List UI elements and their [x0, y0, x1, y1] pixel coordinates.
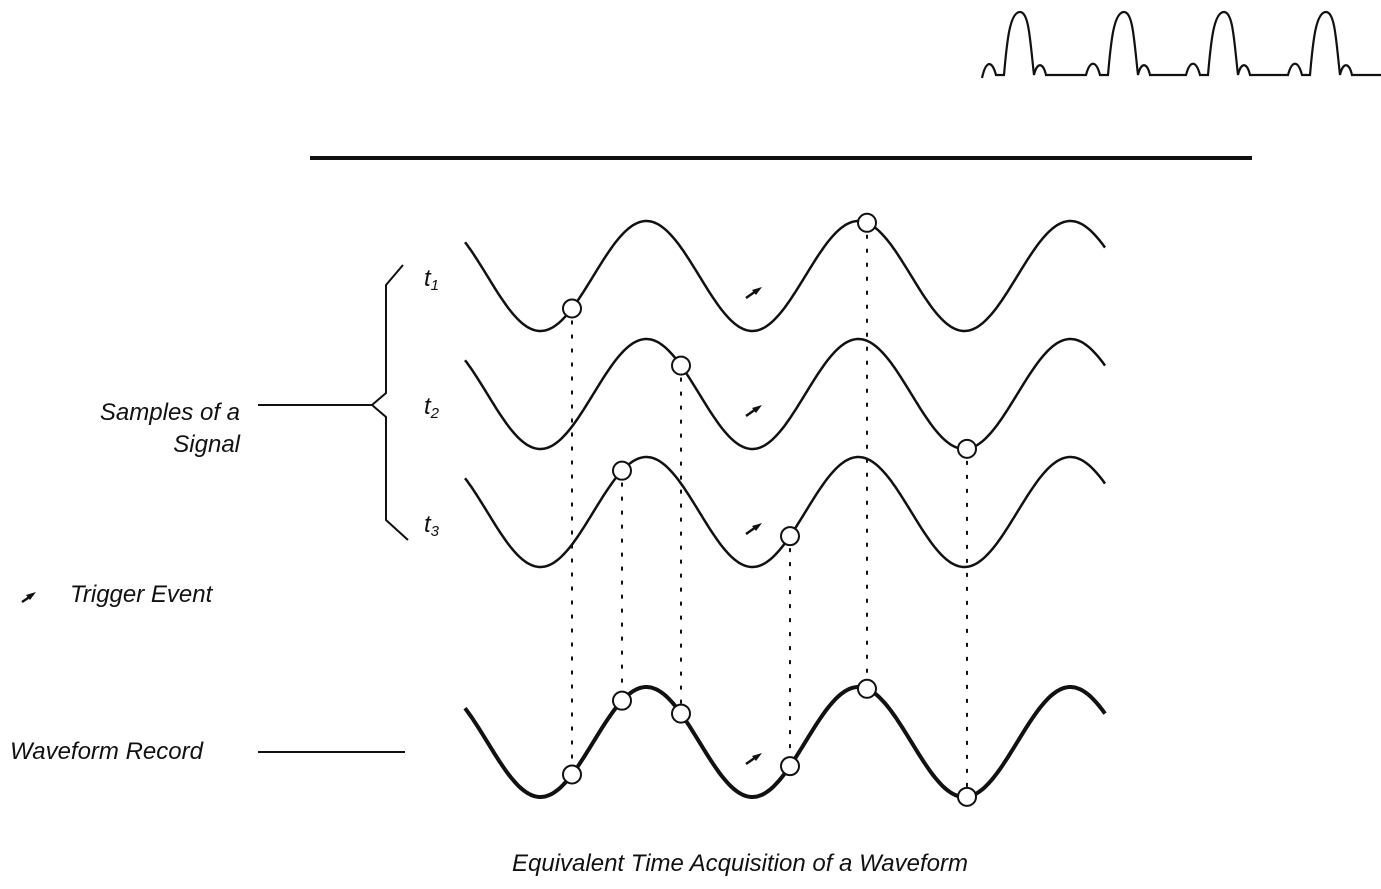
trigger-arrow-icon: [745, 523, 762, 536]
samples-label-line1: Samples of a: [99, 399, 240, 426]
sampled-signal-t3: [464, 455, 1107, 569]
trigger-arrow-icon: [745, 405, 762, 418]
t3-label: t3: [424, 511, 440, 540]
sample-point: [612, 690, 632, 711]
sample-point: [671, 703, 691, 724]
sampled-signal-t2: [464, 337, 1107, 451]
trigger-event-label: Trigger Event: [70, 581, 213, 608]
pulse-train-icon: [980, 10, 1381, 79]
waveforms: [463, 212, 1107, 807]
waveform-record-trace: [463, 685, 1107, 799]
sample-point: [612, 460, 632, 481]
t2-label: t2: [424, 393, 440, 422]
sample-point: [957, 438, 977, 459]
legend-trigger-arrow-icon: [21, 592, 36, 604]
figure-caption: Equivalent Time Acquisition of a Wavefor…: [512, 850, 968, 877]
sample-point: [957, 786, 977, 807]
sample-point: [780, 756, 800, 777]
sample-point: [780, 526, 800, 547]
sample-point: [562, 764, 582, 785]
t1-label: t1: [424, 265, 440, 294]
sample-point: [671, 355, 691, 376]
brace: [370, 264, 409, 541]
sample-point: [562, 298, 582, 319]
sample-point: [857, 212, 877, 233]
waveform-record-label: Waveform Record: [10, 738, 203, 765]
trigger-arrow-icon: [745, 753, 762, 766]
sampled-signal-t1: [464, 219, 1107, 333]
samples-of-a-signal-label: Samples of a Signal: [100, 397, 240, 461]
sample-point: [857, 678, 877, 699]
trigger-arrow-icon: [745, 287, 762, 300]
samples-label-line2: Signal: [173, 431, 240, 458]
